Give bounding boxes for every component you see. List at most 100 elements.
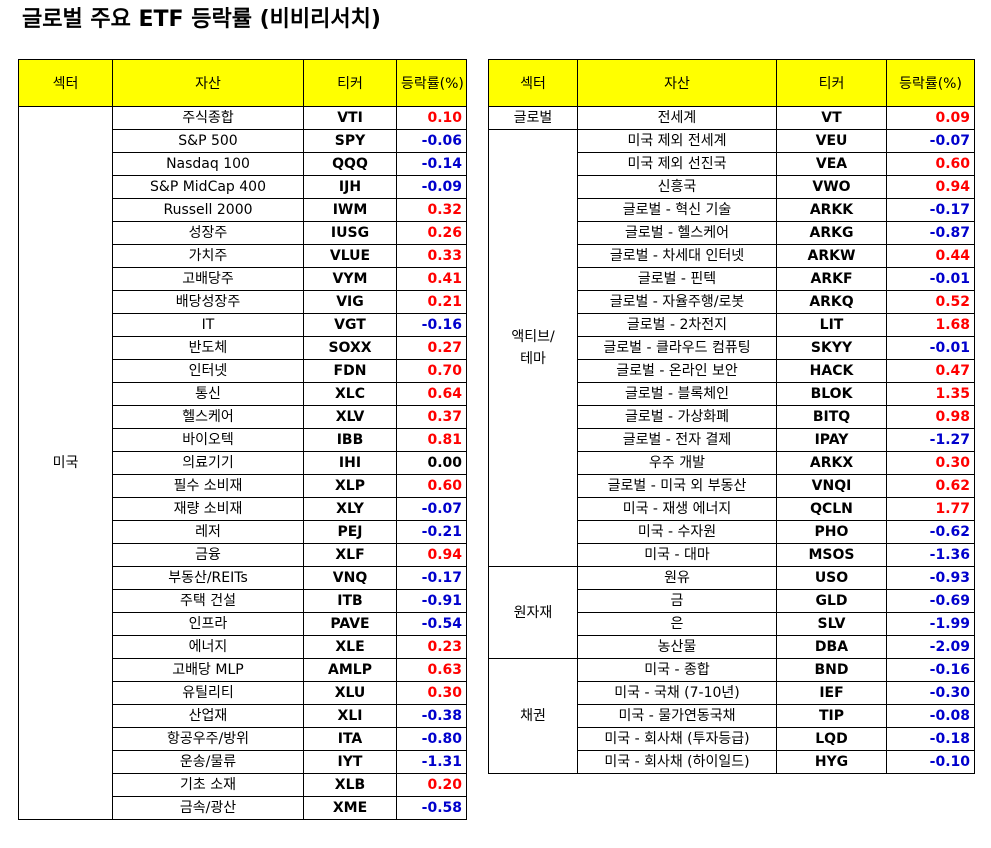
right-table-body: 글로벌 전세계 VT 0.09 액티브/ 테마 미국 제외 전세계 VEU -0.07 미국 제…: [488, 106, 975, 774]
sector-cell: 미국: [18, 106, 113, 820]
left-table-body: 미국 주식종합 VTI 0.10 S&P 500 SPY -0.06 Nasdaq 100 QQ…: [18, 106, 467, 820]
ticker-cell: ITB: [303, 589, 397, 613]
table-row: 배당성장주 VIG 0.21: [19, 290, 467, 314]
asset-cell: S&P MidCap 400: [112, 175, 304, 199]
table-row: 채권 미국 - 종합 BND -0.16: [488, 658, 975, 774]
change-cell: 0.44: [886, 244, 975, 268]
change-cell: -0.10: [886, 750, 975, 774]
change-cell: -1.27: [886, 428, 975, 452]
change-cell: -0.01: [886, 267, 975, 291]
ticker-cell: USO: [776, 566, 887, 590]
table-row: 금융 XLF 0.94: [19, 543, 467, 567]
table-row: 고배당주 VYM 0.41: [19, 267, 467, 291]
asset-cell: 의료기기: [112, 451, 304, 475]
ticker-cell: BITQ: [776, 405, 887, 429]
change-cell: -0.01: [886, 336, 975, 360]
change-cell: -0.69: [886, 589, 975, 613]
asset-cell: 미국 - 수자원: [577, 520, 777, 544]
ticker-cell: SPY: [303, 129, 397, 153]
header-change: 등락률(%): [886, 59, 975, 107]
ticker-cell: MSOS: [776, 543, 887, 567]
header-asset: 자산: [112, 59, 304, 107]
change-cell: -0.14: [396, 152, 467, 176]
asset-cell: 금융: [112, 543, 304, 567]
ticker-cell: XLE: [303, 635, 397, 659]
change-cell: -0.30: [886, 681, 975, 705]
table-row: 글로벌 - 전자 결제 IPAY -1.27: [489, 428, 975, 452]
asset-cell: IT: [112, 313, 304, 337]
asset-cell: 글로벌 - 클라우드 컴퓨팅: [577, 336, 777, 360]
asset-cell: 주식종합: [112, 106, 304, 130]
change-cell: 0.37: [396, 405, 467, 429]
ticker-cell: ITA: [303, 727, 397, 751]
ticker-cell: VTI: [303, 106, 397, 130]
change-cell: 0.70: [396, 359, 467, 383]
sector-cell: 원자재: [488, 566, 578, 659]
asset-cell: 미국 - 회사채 (하이일드): [577, 750, 777, 774]
change-cell: 0.27: [396, 336, 467, 360]
ticker-cell: HACK: [776, 359, 887, 383]
asset-cell: 가치주: [112, 244, 304, 268]
change-cell: -0.07: [396, 497, 467, 521]
change-cell: 0.20: [396, 773, 467, 797]
asset-cell: 미국 제외 선진국: [577, 152, 777, 176]
table-row: 글로벌 - 블록체인 BLOK 1.35: [489, 382, 975, 406]
asset-cell: Russell 2000: [112, 198, 304, 222]
asset-cell: 금속/광산: [112, 796, 304, 820]
sector-cell: 액티브/ 테마: [488, 129, 578, 567]
ticker-cell: XME: [303, 796, 397, 820]
ticker-cell: VNQI: [776, 474, 887, 498]
asset-cell: 원유: [577, 566, 777, 590]
ticker-cell: VGT: [303, 313, 397, 337]
asset-cell: 통신: [112, 382, 304, 406]
change-cell: -0.58: [396, 796, 467, 820]
header-change: 등락률(%): [396, 59, 467, 107]
change-cell: 0.10: [396, 106, 467, 130]
change-cell: -0.21: [396, 520, 467, 544]
change-cell: 0.60: [396, 474, 467, 498]
asset-cell: 항공우주/방위: [112, 727, 304, 751]
asset-cell: 유틸리티: [112, 681, 304, 705]
ticker-cell: VEU: [776, 129, 887, 153]
change-cell: 0.33: [396, 244, 467, 268]
ticker-cell: ARKG: [776, 221, 887, 245]
table-row: 미국 - 대마 MSOS -1.36: [489, 543, 975, 567]
table-row: 미국 - 재생 에너지 QCLN 1.77: [489, 497, 975, 521]
asset-cell: 바이오텍: [112, 428, 304, 452]
asset-cell: 미국 - 회사채 (투자등급): [577, 727, 777, 751]
ticker-cell: XLY: [303, 497, 397, 521]
asset-cell: 에너지: [112, 635, 304, 659]
table-row: 의료기기 IHI 0.00: [19, 451, 467, 475]
change-cell: -0.93: [886, 566, 975, 590]
asset-cell: 인터넷: [112, 359, 304, 383]
change-cell: 0.98: [886, 405, 975, 429]
table-row: 인프라 PAVE -0.54: [19, 612, 467, 636]
ticker-cell: SKYY: [776, 336, 887, 360]
change-cell: -0.16: [886, 658, 975, 682]
table-row: 인터넷 FDN 0.70: [19, 359, 467, 383]
change-cell: -0.91: [396, 589, 467, 613]
ticker-cell: SLV: [776, 612, 887, 636]
asset-cell: 재량 소비재: [112, 497, 304, 521]
asset-cell: 미국 - 대마: [577, 543, 777, 567]
asset-cell: 농산물: [577, 635, 777, 659]
table-row: Russell 2000 IWM 0.32: [19, 198, 467, 222]
asset-cell: 인프라: [112, 612, 304, 636]
asset-cell: 우주 개발: [577, 451, 777, 475]
asset-cell: 글로벌 - 2차전지: [577, 313, 777, 337]
change-cell: 0.60: [886, 152, 975, 176]
asset-cell: 반도체: [112, 336, 304, 360]
ticker-cell: IUSG: [303, 221, 397, 245]
ticker-cell: ARKX: [776, 451, 887, 475]
ticker-cell: IPAY: [776, 428, 887, 452]
ticker-cell: XLI: [303, 704, 397, 728]
change-cell: 0.81: [396, 428, 467, 452]
change-cell: 0.09: [886, 106, 975, 130]
change-cell: 0.64: [396, 382, 467, 406]
table-row: 금 GLD -0.69: [489, 589, 975, 613]
ticker-cell: VWO: [776, 175, 887, 199]
header-row: 섹터 자산 티커 등락률(%): [18, 59, 467, 107]
asset-cell: 글로벌 - 가상화폐: [577, 405, 777, 429]
ticker-cell: VEA: [776, 152, 887, 176]
asset-cell: 글로벌 - 자율주행/로봇: [577, 290, 777, 314]
